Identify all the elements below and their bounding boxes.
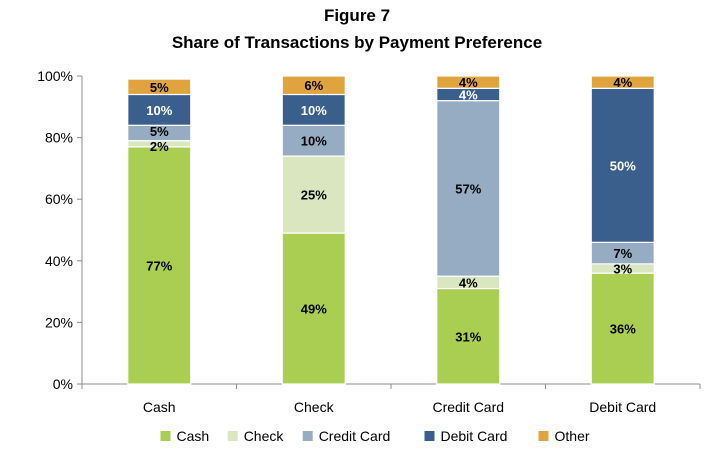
y-tick-label: 20% [45, 314, 73, 330]
y-tick-label: 100% [37, 68, 73, 84]
data-label: 10% [301, 103, 327, 118]
data-label: 5% [150, 80, 169, 95]
data-label: 49% [301, 302, 327, 317]
legend-swatch [302, 431, 313, 441]
legend-swatch [160, 431, 171, 441]
data-label: 31% [455, 329, 481, 344]
legend-swatch [227, 431, 238, 441]
y-tick-label: 80% [45, 130, 73, 146]
legend-label: Other [555, 428, 590, 444]
bar-segment [127, 93, 192, 126]
data-label: 77% [146, 258, 172, 273]
chart-title: Figure 7 [323, 6, 391, 25]
y-tick-label: 60% [45, 191, 73, 207]
data-label: 4% [459, 275, 478, 290]
data-label: 2% [150, 139, 169, 154]
bar-segment [436, 287, 501, 385]
bar-segment [281, 75, 346, 96]
data-label: 6% [304, 78, 323, 93]
x-tick-label: Debit Card [589, 399, 656, 415]
data-label: 57% [455, 181, 481, 196]
data-label: 25% [301, 188, 327, 203]
bar-segment [590, 272, 655, 385]
bar-segment [436, 75, 501, 89]
data-label: 36% [610, 322, 636, 337]
chart-subtitle: Share of Transactions by Payment Prefere… [171, 33, 543, 52]
x-tick-label: Check [294, 399, 335, 415]
legend-swatch [424, 431, 435, 441]
x-tick-label: Cash [143, 399, 176, 415]
bar-segment [590, 75, 655, 89]
y-tick-label: 40% [45, 253, 73, 269]
data-label: 5% [150, 124, 169, 139]
bar-segment [127, 78, 192, 96]
legend-label: Check [244, 428, 285, 444]
data-label: 7% [613, 246, 632, 261]
data-label: 50% [610, 158, 636, 173]
data-label: 3% [613, 262, 632, 277]
bar-segment [590, 87, 655, 243]
data-label: 4% [459, 87, 478, 102]
legend-label: Cash [177, 428, 210, 444]
legend-label: Credit Card [319, 428, 391, 444]
data-label: 10% [301, 134, 327, 149]
y-tick-label: 0% [53, 376, 73, 392]
data-label: 4% [459, 75, 478, 90]
x-tick-label: Credit Card [432, 399, 504, 415]
data-label: 4% [613, 75, 632, 90]
data-label: 10% [146, 103, 172, 118]
legend-label: Debit Card [441, 428, 508, 444]
legend-swatch [538, 431, 549, 441]
